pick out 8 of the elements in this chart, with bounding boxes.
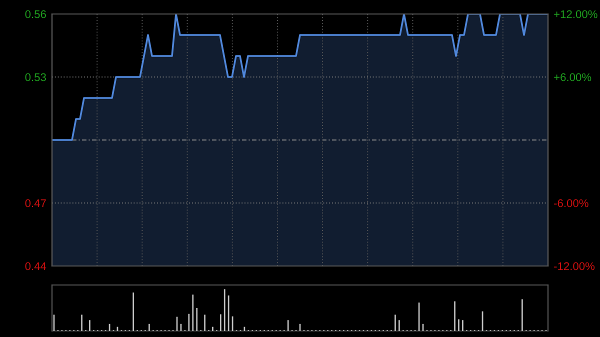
y2-tick-label: -6.00% bbox=[554, 199, 588, 208]
y-tick-label: 0.47 bbox=[25, 199, 46, 208]
y2-tick-label: -12.00% bbox=[554, 262, 595, 270]
y-tick-label: 0.56 bbox=[25, 10, 46, 18]
y-tick-label: 0.44 bbox=[25, 262, 46, 270]
y-tick-label: 0.53 bbox=[25, 73, 46, 82]
y2-tick-label: +6.00% bbox=[554, 73, 592, 82]
y2-tick-label: +12.00% bbox=[554, 10, 598, 18]
